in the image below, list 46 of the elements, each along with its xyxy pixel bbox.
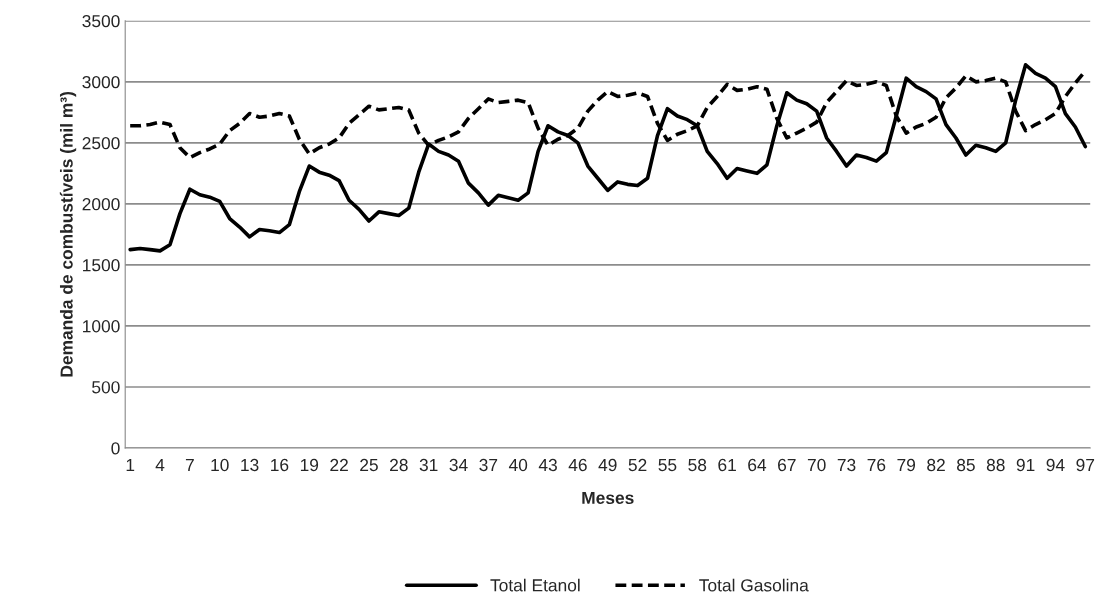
x-tick-label: 40 [508, 458, 528, 472]
x-tick-label: 31 [419, 458, 438, 472]
line-series [128, 62, 1088, 253]
x-tick-label: 55 [658, 459, 677, 472]
x-tick-label: 52 [628, 458, 647, 472]
x-tick-label: 91 [1016, 458, 1035, 472]
y-tick-label: 2000 [82, 198, 120, 211]
x-tick-label: 28 [390, 458, 408, 472]
x-tick-label: 82 [927, 458, 945, 472]
y-tick-label: 500 [92, 381, 120, 394]
x-tick-label: 88 [986, 458, 1005, 472]
x-axis-title: Meses [582, 491, 634, 504]
x-tick-label: 46 [568, 458, 587, 472]
y-tick-label: 3000 [82, 76, 120, 89]
x-tick-label: 97 [1076, 458, 1095, 472]
x-tick-label: 85 [957, 458, 975, 472]
y-tick-label: 1000 [83, 320, 120, 333]
x-tick-label: 13 [241, 458, 259, 472]
legend-label: Total Gasolina [699, 578, 809, 592]
x-tick-label: 73 [837, 458, 856, 472]
x-tick-label: 7 [185, 459, 194, 471]
y-tick-label: 1500 [83, 259, 120, 272]
x-tick-label: 19 [300, 458, 319, 472]
x-tick-label: 43 [538, 458, 557, 472]
x-tick-label: 61 [718, 458, 736, 472]
x-tick-label: 76 [867, 458, 886, 472]
x-tick-label: 49 [598, 458, 617, 472]
y-axis-title: Demanda de combustíveis (mil m³) [59, 91, 77, 377]
x-tick-label: 34 [449, 458, 468, 472]
x-tick-label: 94 [1046, 458, 1065, 472]
legend-label: Total Etanol [490, 578, 580, 592]
x-tick-label: 22 [330, 458, 348, 471]
x-tick-label: 1 [126, 459, 135, 471]
y-tick-label: 3500 [82, 14, 120, 28]
x-tick-label: 58 [688, 458, 707, 472]
x-tick-label: 67 [778, 458, 796, 472]
x-tick-label: 64 [748, 458, 767, 472]
x-tick-label: 79 [897, 458, 916, 472]
y-tick-label: 2500 [82, 137, 120, 150]
x-tick-label: 25 [360, 458, 378, 472]
x-tick-label: 4 [155, 459, 165, 471]
x-tick-label: 70 [807, 458, 826, 472]
y-tick-label: 0 [111, 442, 120, 455]
x-tick-label: 37 [479, 458, 498, 472]
x-tick-label: 10 [211, 458, 229, 472]
x-tick-label: 16 [271, 458, 289, 472]
